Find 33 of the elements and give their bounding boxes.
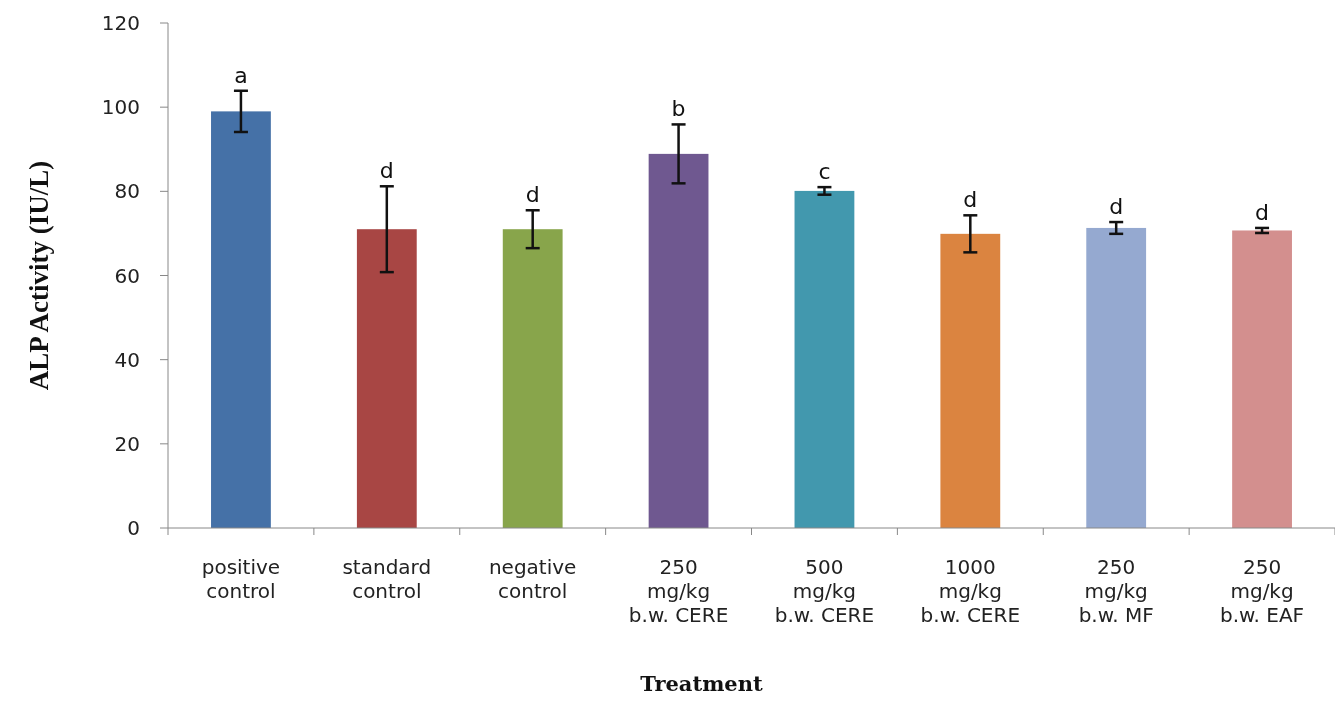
annotation: d bbox=[525, 182, 540, 208]
y-tick-label: 80 bbox=[114, 179, 140, 204]
bar bbox=[211, 111, 271, 528]
bar bbox=[502, 229, 563, 528]
annotation: d bbox=[1109, 194, 1124, 220]
y-tick-label: 120 bbox=[101, 11, 140, 35]
x-tick-label: 250 mg/kg b.w. CERE bbox=[628, 555, 729, 627]
x-tick-label: negative control bbox=[488, 555, 577, 603]
bar bbox=[1086, 227, 1147, 528]
x-tick-label: 250 mg/kg b.w. EAF bbox=[1220, 555, 1305, 627]
bar bbox=[1232, 230, 1292, 528]
annotation: d bbox=[379, 158, 394, 184]
annotation: d bbox=[963, 187, 978, 213]
annotation: b bbox=[671, 96, 686, 122]
x-tick-label: 500 mg/kg b.w. CERE bbox=[774, 555, 875, 627]
annotation: d bbox=[1255, 199, 1270, 225]
x-tick-label: standard control bbox=[342, 555, 432, 603]
y-tick-label: 20 bbox=[114, 431, 140, 456]
bar bbox=[940, 233, 1001, 528]
x-tick-label: 1000 mg/kg b.w. CERE bbox=[920, 555, 1021, 627]
y-tick-label: 0 bbox=[127, 516, 140, 540]
bar bbox=[356, 229, 417, 528]
x-tick-label: positive control bbox=[201, 555, 281, 603]
y-tick-label: 60 bbox=[114, 263, 140, 288]
bar bbox=[794, 190, 855, 528]
annotation: a bbox=[234, 62, 248, 88]
x-axis-title: Treatment bbox=[640, 671, 763, 696]
bar bbox=[648, 153, 709, 528]
y-tick-label: 40 bbox=[114, 347, 140, 372]
y-axis-title: ALP Activity (IU/L) bbox=[24, 160, 54, 391]
y-tick-label: 100 bbox=[101, 95, 140, 120]
x-tick-label: 250 mg/kg b.w. MF bbox=[1078, 555, 1154, 627]
annotation: c bbox=[818, 159, 831, 185]
